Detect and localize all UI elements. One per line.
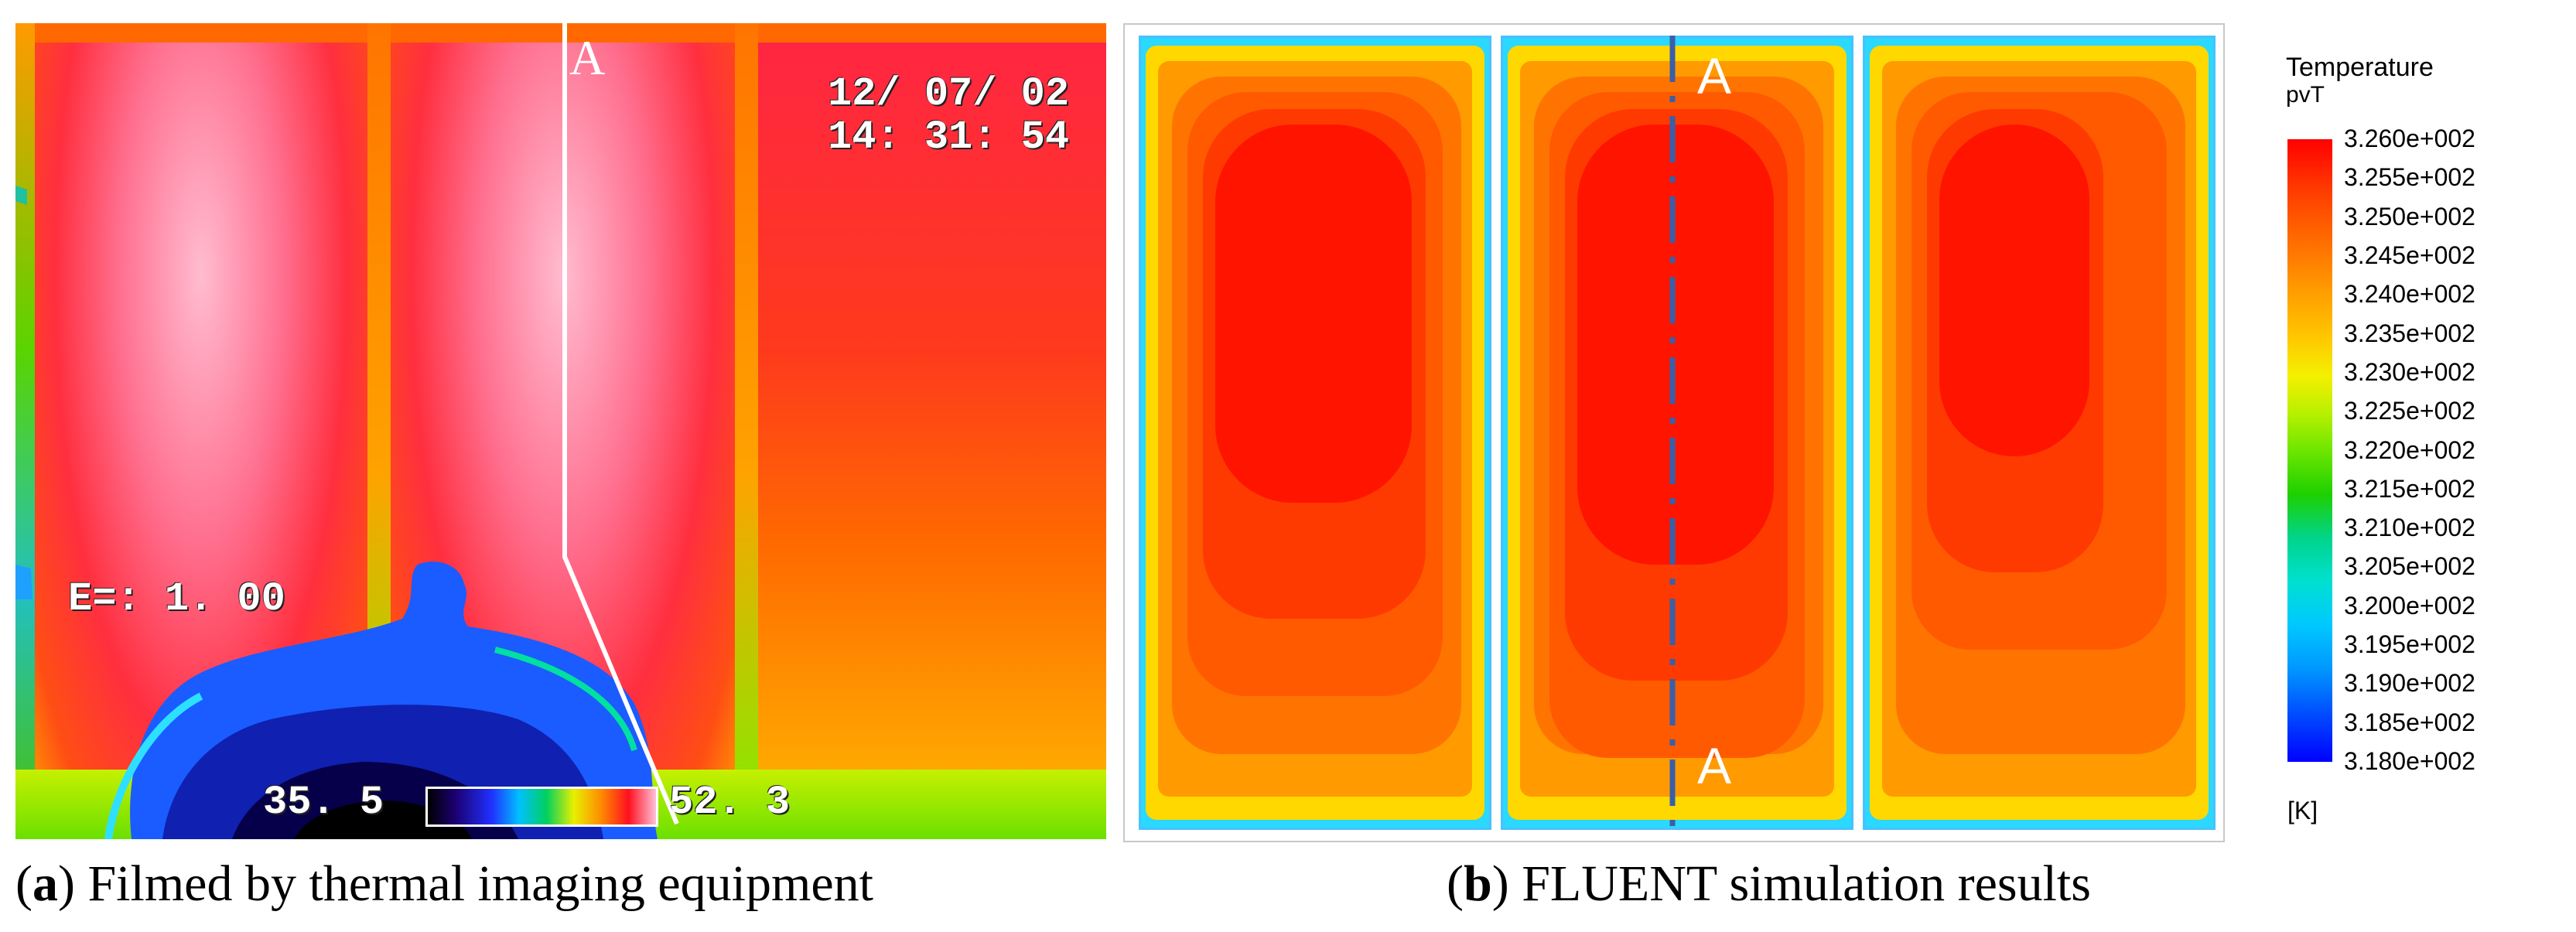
fluent-contour-band	[1939, 125, 2089, 456]
legend-label: 3.200e+002	[2344, 591, 2475, 620]
fluent-simulation-frame: A A	[1123, 23, 2225, 842]
legend-label: 3.225e+002	[2344, 397, 2475, 425]
caption-b: (b) FLUENT simulation results	[1447, 855, 2091, 912]
fluent-contour-band	[1215, 125, 1412, 503]
legend-label: 3.260e+002	[2344, 125, 2475, 152]
thermal-emissivity: E=: 1. 00	[68, 576, 285, 622]
thermal-scale-max: 52. 3	[669, 780, 791, 825]
thermal-time: 14: 31: 54	[828, 114, 1070, 160]
caption-b-text: FLUENT simulation results	[1508, 855, 2091, 912]
fluent-contour-band	[1577, 125, 1774, 565]
thermal-date: 12/ 07/ 02	[828, 71, 1070, 117]
legend-label: 3.255e+002	[2344, 163, 2475, 192]
legend-label: 3.250e+002	[2344, 202, 2475, 230]
thermal-color-scale	[425, 787, 658, 827]
legend-label: 3.190e+002	[2344, 669, 2475, 698]
caption-a-text: Filmed by thermal imaging equipment	[74, 855, 873, 912]
legend-label: 3.215e+002	[2344, 474, 2475, 503]
legend-subtitle: pvT	[2286, 82, 2325, 108]
legend-label: 3.235e+002	[2344, 319, 2475, 347]
thermal-image: A 12/ 07/ 02 14: 31: 54 E=: 1. 00 35. 5 …	[15, 23, 1106, 839]
thermal-section-mark: A	[569, 30, 606, 85]
legend-label: 3.230e+002	[2344, 357, 2475, 386]
section-label-top: A	[1697, 47, 1732, 104]
legend-color-bar	[2287, 139, 2332, 762]
legend-unit: [K]	[2287, 797, 2318, 824]
section-label-bottom: A	[1697, 737, 1732, 794]
caption-a-letter: a	[32, 855, 58, 912]
thermal-scale-min: 35. 5	[263, 780, 384, 825]
caption-b-letter: b	[1463, 855, 1492, 912]
thermal-left-edge	[15, 23, 35, 839]
caption-a: (a) Filmed by thermal imaging equipment	[15, 855, 873, 912]
legend-label: 3.195e+002	[2344, 630, 2475, 659]
legend-label: 3.220e+002	[2344, 435, 2475, 464]
section-line-a-a	[1669, 36, 1676, 833]
legend-label: 3.210e+002	[2344, 514, 2475, 542]
fluent-channel-2	[1501, 36, 1853, 830]
fluent-channel-1	[1139, 36, 1491, 830]
legend-label: 3.185e+002	[2344, 708, 2475, 736]
legend-label: 3.205e+002	[2344, 552, 2475, 581]
thermal-panel-3	[758, 43, 1106, 816]
fluent-channel-3	[1863, 36, 2216, 830]
legend-label: 3.240e+002	[2344, 280, 2475, 309]
legend-label: 3.180e+002	[2344, 747, 2475, 775]
legend-title: Temperature	[2286, 53, 2434, 82]
legend-label: 3.245e+002	[2344, 241, 2475, 269]
thermal-gap-2	[735, 23, 758, 839]
